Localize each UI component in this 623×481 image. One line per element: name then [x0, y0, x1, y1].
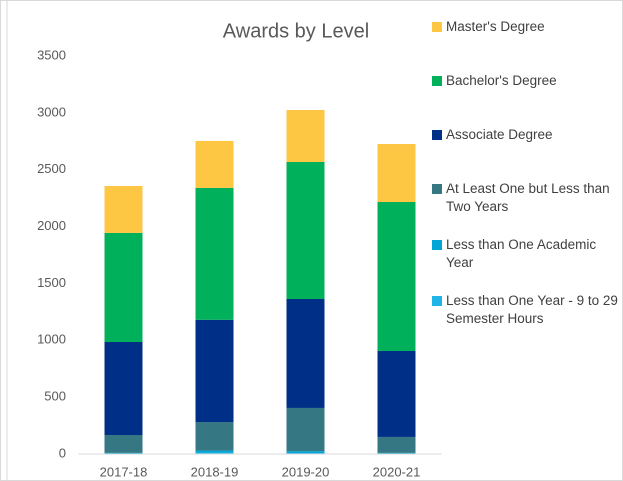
y-tick-label: 1000 — [37, 332, 66, 347]
legend-item: Less than One Academic Year — [432, 236, 620, 272]
y-tick-label: 0 — [59, 445, 66, 460]
y-tick-label: 2000 — [37, 218, 66, 233]
legend-item: Master's Degree — [432, 18, 620, 36]
bar-segment — [104, 435, 143, 453]
bar-segment — [286, 451, 325, 454]
chart-title: Awards by Level — [223, 20, 369, 42]
legend-swatch — [432, 22, 442, 32]
bar-segment — [104, 341, 143, 436]
y-tick-label: 500 — [44, 389, 66, 404]
bar-segment — [195, 140, 234, 188]
legend-label: At Least One but Less than Two Years — [446, 181, 610, 214]
x-tick-label: 2018-19 — [191, 464, 239, 479]
bar-segment — [286, 161, 325, 300]
legend-swatch — [432, 296, 442, 306]
legend-label: Less than One Year - 9 to 29 Semester Ho… — [446, 293, 618, 326]
bar-segment — [195, 319, 234, 423]
y-tick-label: 1500 — [37, 275, 66, 290]
x-tick-label: 2020-21 — [373, 464, 421, 479]
bar-segment — [377, 202, 416, 351]
bar-segment — [377, 452, 416, 454]
y-tick-label: 3000 — [37, 104, 66, 119]
legend-item: Bachelor's Degree — [432, 72, 620, 90]
y-tick-label: 2500 — [37, 161, 66, 176]
bar-segment — [104, 452, 143, 454]
bar-segment — [377, 144, 416, 203]
legend-item: Associate Degree — [432, 126, 620, 144]
x-tick-label: 2017-18 — [100, 464, 148, 479]
legend-swatch — [432, 76, 442, 86]
legend-swatch — [432, 130, 442, 140]
bar-segment — [195, 452, 234, 454]
legend-item: Less than One Year - 9 to 29 Semester Ho… — [432, 292, 620, 328]
bar-segment — [195, 187, 234, 320]
bar-segment — [104, 232, 143, 342]
legend-item: At Least One but Less than Two Years — [432, 180, 620, 216]
legend-swatch — [432, 184, 442, 194]
y-tick-label: 3500 — [37, 47, 66, 62]
bar-segment — [104, 185, 143, 233]
x-tick-label: 2019-20 — [282, 464, 330, 479]
legend-swatch — [432, 240, 442, 250]
bar-segment — [286, 110, 325, 162]
legend-label: Less than One Academic Year — [446, 237, 597, 270]
bar-segment — [195, 422, 234, 451]
bar-segment — [286, 407, 325, 452]
legend-label: Master's Degree — [446, 19, 545, 34]
bar-segment — [377, 436, 416, 453]
legend-label: Bachelor's Degree — [446, 73, 557, 88]
bar-segment — [377, 350, 416, 437]
bar-segment — [195, 450, 234, 453]
bar-segment — [286, 299, 325, 408]
legend-label: Associate Degree — [446, 127, 553, 142]
